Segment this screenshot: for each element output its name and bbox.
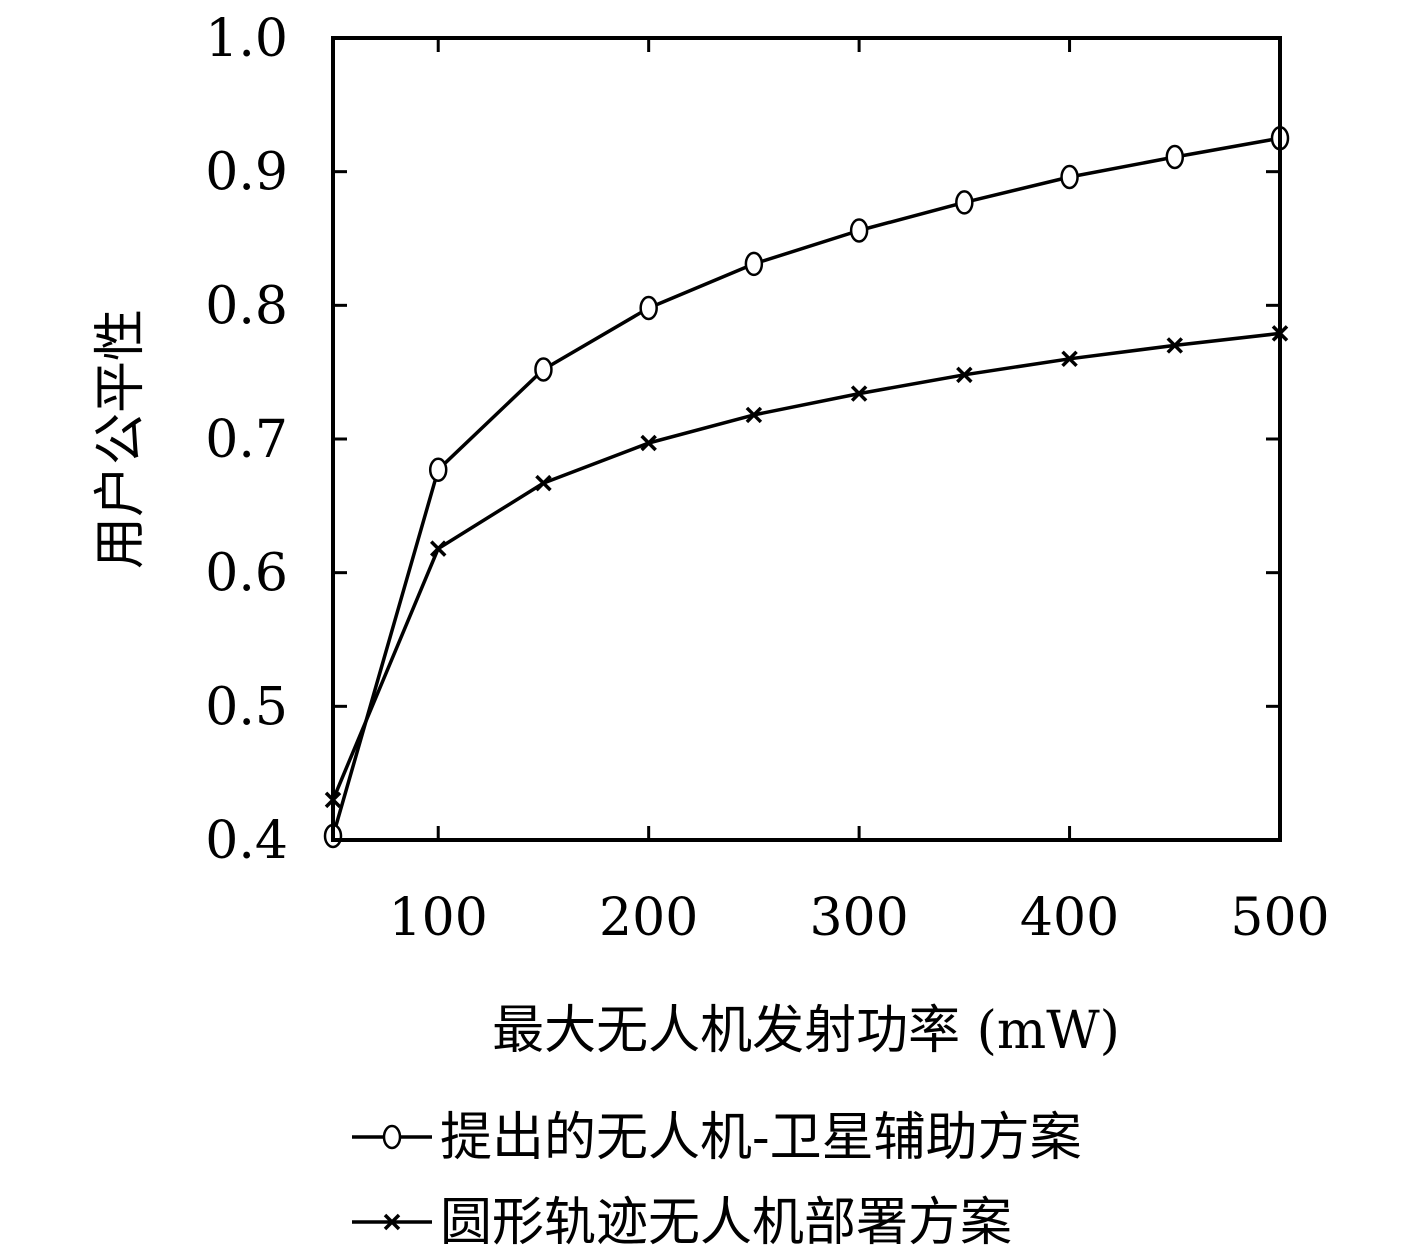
y-tick-label: 0.9 <box>205 143 288 203</box>
x-axis-label: 最大无人机发射功率 (mW) <box>492 1001 1120 1061</box>
data-point <box>640 434 657 452</box>
legend-marker <box>382 1124 402 1150</box>
x-tick-label: 100 <box>389 888 488 948</box>
y-tick-label: 0.8 <box>205 276 288 336</box>
series-line <box>331 331 1281 801</box>
data-point <box>1060 164 1079 190</box>
data-point <box>955 190 974 215</box>
data-point <box>744 251 764 277</box>
series-1 <box>323 126 1290 849</box>
y-tick-label: 0.7 <box>205 410 288 470</box>
legend-label: 提出的无人机-卫星辅助方案 <box>440 1108 1082 1168</box>
legend-label: 圆形轨迹无人机部署方案 <box>440 1193 1012 1253</box>
data-point <box>1165 144 1185 170</box>
y-tick-label: 1.0 <box>205 9 288 69</box>
series-line <box>331 136 1281 837</box>
y-tick-label: 0.4 <box>205 811 288 871</box>
data-point <box>1061 350 1078 368</box>
ticks-layer: 0.4 0.5 0.6 0.7 0.8 0.9 1.0 100 200 300 400 500 <box>205 9 1329 948</box>
x-tick-label: 200 <box>599 888 698 948</box>
legend-item: 提出的无人机-卫星辅助方案 <box>352 1108 1082 1168</box>
series-2 <box>324 325 1289 809</box>
data-point <box>535 474 552 492</box>
legend-marker <box>383 1213 401 1231</box>
x-tick-label: 300 <box>809 888 908 948</box>
legend-item: 圆形轨迹无人机部署方案 <box>352 1193 1012 1253</box>
data-point <box>428 457 448 482</box>
y-axis-label: 用户公平性 <box>91 309 151 569</box>
data-point <box>849 218 869 243</box>
data-point <box>534 357 553 382</box>
x-tick-label: 500 <box>1230 888 1329 948</box>
y-tick-label: 0.6 <box>205 544 288 604</box>
data-point <box>639 295 658 321</box>
plot-area-frame <box>331 36 1282 842</box>
data-point <box>429 540 447 557</box>
series-layer <box>323 126 1290 849</box>
data-point <box>1166 337 1184 354</box>
y-tick-label: 0.5 <box>205 677 288 737</box>
data-point <box>956 366 973 384</box>
data-point <box>850 385 868 402</box>
x-tick-label: 400 <box>1020 888 1119 948</box>
data-point <box>745 406 763 424</box>
